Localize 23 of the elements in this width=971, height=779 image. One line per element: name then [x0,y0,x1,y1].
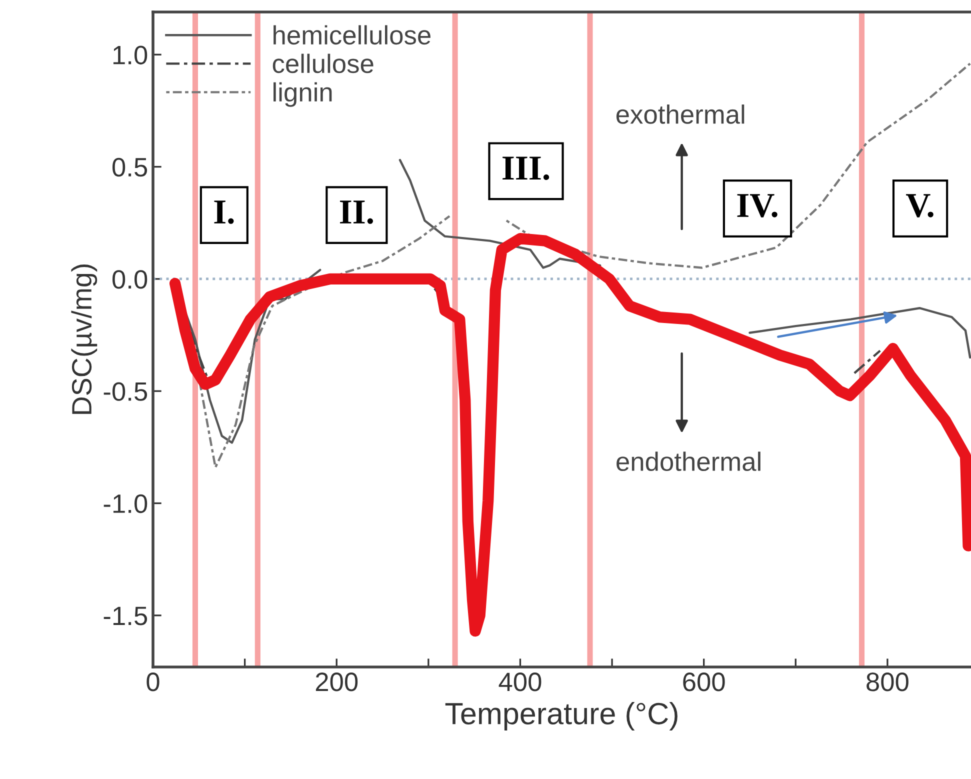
annotation: exothermal [616,104,744,124]
annotation: endothermal [616,452,760,472]
y-tick-label: 1.0 [113,46,148,64]
x-tick-label: 600 [683,672,725,692]
annotation: II. [340,200,374,224]
y-axis-title: DSC(µv/mg) [71,264,98,414]
x-axis-title: Temperature (°C) [445,702,678,730]
y-tick-label: -1.0 [104,494,148,514]
y-tick-label: -1.5 [104,606,148,626]
annotation: IV. [737,194,778,218]
legend-label: cellulose [272,54,374,74]
y-tick-label: -0.5 [104,382,148,401]
annotation: V. [906,194,934,218]
legend-label: lignin [274,82,332,107]
y-tick-label: 0.5 [112,158,148,177]
legend-label: hemicellulose [274,25,430,45]
x-tick-label: 800 [866,672,908,692]
x-tick-label: 200 [316,672,358,692]
annotation: III. [502,156,550,180]
annotation: I. [214,200,234,224]
y-tick-label: 0.0 [112,270,148,289]
x-tick-label: 400 [498,672,542,692]
x-tick-label: 0 [146,672,160,692]
